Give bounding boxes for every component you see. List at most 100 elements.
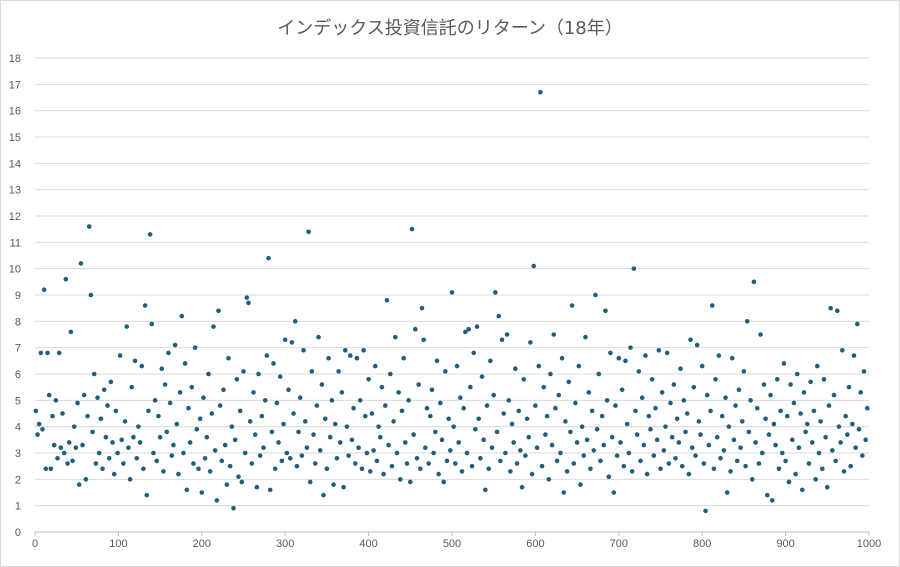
y-tick-label: 6 <box>15 369 21 381</box>
data-point <box>771 421 777 427</box>
data-point <box>779 450 785 456</box>
data-point <box>187 440 193 445</box>
data-point <box>93 461 99 466</box>
data-point <box>279 458 285 464</box>
data-point <box>759 450 765 456</box>
data-point <box>296 429 301 435</box>
data-point <box>206 371 211 377</box>
data-point <box>533 403 538 408</box>
data-point <box>364 450 370 456</box>
data-point <box>754 405 760 411</box>
data-point <box>544 413 550 419</box>
data-point <box>366 376 371 382</box>
data-point <box>217 403 223 408</box>
data-point <box>856 427 862 432</box>
data-point <box>337 440 343 445</box>
x-tick-label: 500 <box>443 538 461 550</box>
data-point <box>509 421 515 427</box>
data-point <box>53 398 59 403</box>
data-point <box>289 340 295 345</box>
x-tick-label: 900 <box>776 538 794 550</box>
data-point <box>428 413 433 419</box>
data-point <box>579 424 585 429</box>
data-point <box>137 440 143 445</box>
data-point <box>511 440 517 445</box>
y-tick-label: 8 <box>15 316 21 328</box>
data-point <box>282 337 288 343</box>
data-point <box>536 363 542 369</box>
data-point <box>853 445 858 451</box>
data-point <box>83 477 89 482</box>
x-tick-label: 600 <box>526 538 544 550</box>
data-point <box>453 461 458 466</box>
data-point <box>843 413 848 419</box>
data-point <box>479 374 485 379</box>
data-point <box>751 279 757 285</box>
data-point <box>172 342 178 348</box>
data-point <box>694 342 700 348</box>
y-tick-label: 2 <box>15 474 21 486</box>
data-point <box>816 450 822 456</box>
y-tick-label: 10 <box>9 264 21 276</box>
data-point <box>789 437 795 443</box>
data-point <box>496 313 502 319</box>
data-point <box>481 437 486 443</box>
data-point <box>86 224 92 229</box>
data-point <box>719 413 725 419</box>
data-point <box>808 379 813 385</box>
data-point <box>701 461 707 466</box>
data-point <box>201 395 206 401</box>
data-point <box>194 427 200 432</box>
data-point <box>38 350 44 356</box>
data-point <box>317 448 323 453</box>
data-point <box>548 371 553 377</box>
data-point <box>316 334 321 340</box>
data-point <box>518 448 523 453</box>
data-point <box>474 324 480 329</box>
data-point <box>633 408 638 414</box>
data-point <box>90 429 95 435</box>
data-point <box>326 355 331 361</box>
data-point <box>618 440 623 445</box>
data-point <box>351 405 356 411</box>
data-point <box>813 477 818 482</box>
data-point <box>809 440 815 445</box>
data-point <box>88 292 94 298</box>
y-tick-label: 12 <box>9 211 21 223</box>
data-point <box>451 424 456 429</box>
data-point <box>354 355 360 361</box>
data-point <box>673 455 678 461</box>
data-point <box>103 434 109 440</box>
data-point <box>566 379 572 385</box>
data-point <box>593 292 598 298</box>
data-point <box>714 434 720 440</box>
data-point <box>411 432 416 437</box>
data-point <box>863 437 868 443</box>
data-point <box>825 484 830 490</box>
data-point <box>244 295 250 300</box>
data-point <box>753 440 758 445</box>
data-point <box>157 434 163 440</box>
data-point <box>381 471 386 477</box>
data-point <box>91 371 97 377</box>
data-point <box>433 429 438 435</box>
data-point <box>382 403 388 408</box>
data-point <box>561 490 567 495</box>
data-point <box>703 508 708 514</box>
data-point <box>267 487 273 493</box>
data-point <box>461 405 466 411</box>
data-point <box>272 466 278 472</box>
data-point <box>307 479 313 485</box>
data-point <box>689 445 695 451</box>
data-point <box>473 427 478 432</box>
data-point <box>221 387 226 393</box>
data-point <box>367 469 373 474</box>
data-point <box>664 350 670 356</box>
data-point <box>786 479 792 485</box>
data-point <box>234 376 240 382</box>
data-point <box>543 432 548 437</box>
data-point <box>191 461 196 466</box>
data-point <box>341 484 346 490</box>
data-point <box>85 413 90 419</box>
